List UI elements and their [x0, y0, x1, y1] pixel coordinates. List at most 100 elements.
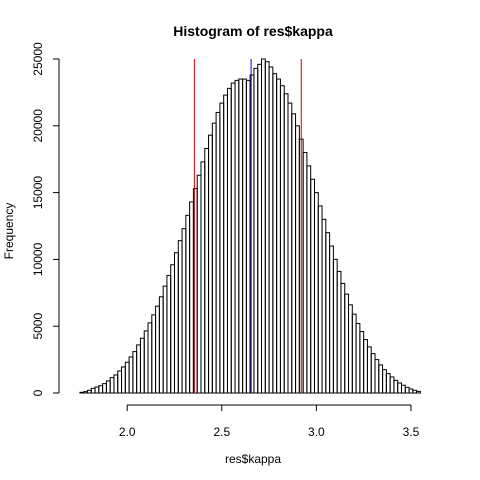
- histogram-bar: [306, 165, 312, 394]
- histogram-bar: [166, 274, 172, 394]
- histogram-bar: [105, 380, 111, 394]
- histogram-bar: [295, 125, 300, 394]
- histogram-bar: [170, 264, 175, 394]
- histogram-bar: [162, 285, 168, 394]
- histogram-bar: [408, 388, 414, 394]
- histogram-bar: [404, 386, 410, 394]
- histogram-bar: [185, 214, 191, 394]
- histogram-bar: [268, 66, 274, 394]
- histogram-bar: [83, 391, 88, 394]
- histogram-bar: [102, 383, 107, 394]
- histogram-bar: [382, 369, 387, 394]
- histogram-bar: [264, 61, 270, 394]
- x-tick-label: 2.5: [213, 425, 230, 439]
- histogram-bar: [234, 79, 240, 394]
- histogram-bar: [204, 148, 210, 394]
- y-tick-label: 5000: [31, 313, 45, 340]
- histogram-bar: [226, 87, 232, 394]
- histogram-bar: [124, 361, 130, 394]
- histogram-bar: [253, 67, 259, 394]
- y-tick-label: 10000: [31, 242, 45, 276]
- y-tick-label: 25000: [31, 42, 45, 76]
- y-tick-label: 15000: [31, 176, 45, 210]
- histogram-bar: [174, 252, 179, 394]
- histogram-bar: [177, 240, 183, 394]
- histogram-bar: [313, 192, 319, 394]
- reference-lines: [193, 59, 302, 393]
- histogram-bar: [230, 82, 236, 394]
- histogram-bar: [86, 389, 92, 394]
- x-axis: 2.0 2.5 3.0 3.5: [119, 404, 420, 439]
- histogram-bar: [336, 270, 342, 394]
- histogram-bar: [90, 387, 96, 394]
- histogram-bar: [257, 63, 263, 394]
- histogram-bar: [366, 346, 372, 394]
- histogram-bar: [208, 134, 213, 394]
- histogram-bar: [291, 113, 297, 394]
- y-tick-label: 0: [31, 389, 45, 396]
- histogram-bar: [412, 389, 418, 394]
- histogram-bar: [196, 174, 202, 394]
- histogram-bar: [400, 384, 406, 394]
- histogram-bar: [147, 322, 153, 394]
- histogram-bar: [128, 356, 134, 394]
- histogram-bar: [121, 366, 126, 394]
- histogram-bar: [363, 339, 368, 394]
- y-axis: 0 5000 10000 15000 20000 25000: [31, 42, 60, 396]
- histogram-bar: [279, 85, 285, 394]
- histogram-bar: [117, 370, 123, 394]
- y-axis-label: Frequency: [2, 203, 16, 260]
- histogram-bar: [181, 228, 187, 394]
- histogram-bar: [317, 205, 323, 394]
- histogram-bar: [276, 78, 281, 394]
- histogram-bar: [325, 232, 331, 394]
- histogram-bar: [155, 305, 160, 394]
- histogram-bar: [223, 94, 228, 394]
- histogram-bar: [189, 201, 194, 394]
- histogram-bar: [359, 331, 365, 394]
- histogram-bar: [219, 102, 225, 394]
- x-tick-label: 3.5: [403, 425, 420, 439]
- histogram-bar: [261, 58, 266, 394]
- histogram-bars: [79, 58, 421, 394]
- histogram-bar: [393, 379, 399, 394]
- histogram-bar: [389, 376, 395, 394]
- histogram-bar: [136, 344, 141, 394]
- histogram-bar: [215, 111, 221, 394]
- histogram-bar: [94, 386, 100, 394]
- histogram-bar: [329, 245, 334, 394]
- chart-title: Histogram of res$kappa: [173, 23, 333, 39]
- histogram-bar: [113, 374, 119, 394]
- histogram-bar: [344, 293, 350, 394]
- histogram-bar: [139, 337, 145, 394]
- x-tick-label: 3.0: [308, 425, 325, 439]
- histogram-bar: [158, 296, 164, 394]
- histogram-bar: [143, 330, 149, 394]
- histogram-bar: [385, 373, 391, 394]
- histogram-bar: [310, 178, 315, 394]
- histogram-bar: [98, 385, 104, 394]
- histogram-bar: [200, 161, 206, 394]
- histogram-bar: [211, 122, 217, 394]
- histogram-bar: [332, 258, 338, 394]
- histogram-bar: [370, 353, 376, 394]
- histogram-bar: [321, 218, 327, 394]
- histogram-bar: [245, 79, 251, 394]
- histogram-bar: [79, 391, 85, 394]
- histogram-bar: [151, 314, 157, 394]
- histogram-bar: [302, 152, 308, 394]
- histogram-bar: [272, 73, 278, 394]
- histogram-bar: [355, 323, 361, 394]
- histogram-bar: [109, 377, 115, 394]
- histogram-bar: [374, 359, 380, 394]
- x-tick-label: 2.0: [119, 425, 136, 439]
- histogram-bar: [132, 351, 138, 394]
- histogram-bar: [287, 102, 293, 394]
- histogram-bar: [242, 78, 247, 394]
- histogram-bar: [397, 382, 402, 394]
- histogram-bar: [238, 78, 244, 394]
- histogram-bar: [340, 282, 346, 394]
- histogram-bar: [283, 93, 289, 394]
- histogram-bar: [416, 390, 421, 394]
